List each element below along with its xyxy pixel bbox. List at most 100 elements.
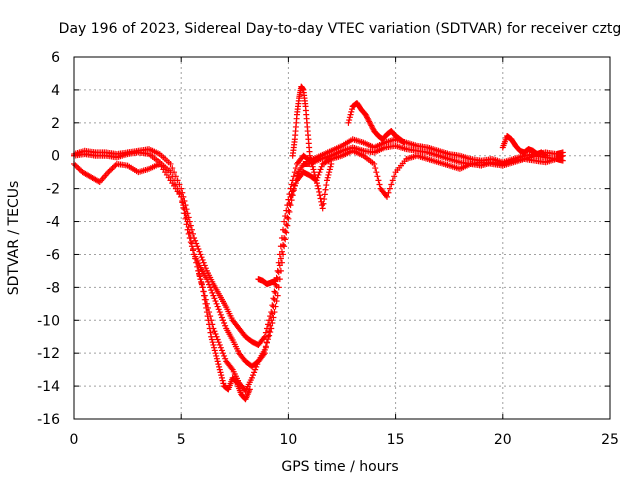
data-point [345, 119, 352, 126]
data-point [207, 284, 214, 291]
data-point [201, 262, 208, 269]
data-point [384, 193, 391, 200]
data-point [313, 180, 320, 187]
y-tick-label: -10 [37, 313, 60, 329]
data-point [287, 202, 294, 209]
y-tick-label: -6 [46, 247, 60, 263]
data-point [559, 157, 566, 164]
data-point [217, 311, 224, 318]
data-point [192, 255, 199, 262]
data-point [206, 321, 213, 328]
data-point [388, 181, 395, 188]
data-point [316, 169, 323, 176]
data-point [179, 197, 186, 204]
y-ticks: -16 -14 -12 -10 -8 -6 -4 -2 0 2 4 6 [37, 50, 610, 428]
data-point [371, 160, 378, 167]
data-point [323, 177, 330, 184]
data-point [289, 188, 296, 195]
data-point [273, 282, 280, 289]
data-point [188, 240, 195, 247]
data-point [215, 339, 222, 346]
x-tick-label: 5 [177, 432, 186, 448]
data-point [308, 158, 315, 165]
data-point [75, 165, 82, 172]
data-point [320, 200, 327, 207]
grid [74, 57, 610, 419]
data-point [202, 265, 209, 272]
data-point [209, 339, 216, 346]
data-point [306, 152, 313, 159]
data-point [263, 339, 270, 346]
data-point [214, 336, 221, 343]
x-ticks: 0 5 10 15 20 25 [70, 57, 619, 448]
data-point [266, 328, 273, 335]
data-point [106, 167, 113, 174]
data-point [272, 289, 279, 296]
data-point [321, 196, 328, 203]
data-point [373, 169, 380, 176]
data-point [206, 281, 213, 288]
data-point [328, 160, 335, 167]
data-point [314, 182, 321, 189]
y-tick-label: -4 [46, 215, 60, 231]
data-point [271, 296, 278, 303]
data-point [216, 309, 223, 316]
data-point [217, 369, 224, 376]
data-point [315, 185, 322, 192]
data-point [199, 284, 206, 291]
data-point [178, 193, 185, 200]
data-point [401, 139, 408, 146]
data-point [167, 169, 174, 176]
data-point [216, 341, 223, 348]
series-track-g [499, 132, 549, 159]
data-point [215, 306, 222, 313]
data-point [312, 174, 319, 181]
data-point [220, 380, 227, 387]
data-point [307, 155, 314, 162]
x-tick-label: 15 [387, 432, 405, 448]
data-point [203, 309, 210, 316]
data-point [210, 341, 217, 348]
data-point [284, 214, 291, 221]
y-tick-label: 0 [51, 149, 60, 165]
data-point [196, 270, 203, 277]
data-point [308, 160, 315, 167]
data-point [251, 369, 258, 376]
data-point [283, 221, 290, 228]
data-point [218, 347, 225, 354]
data-point [278, 248, 285, 255]
data-point [193, 259, 200, 266]
series-track-h [255, 276, 279, 288]
data-point [281, 243, 288, 250]
data-point [391, 173, 398, 180]
data-point [273, 274, 280, 281]
data-point [217, 344, 224, 351]
data-point [73, 163, 80, 170]
data-point [108, 166, 115, 173]
data-point [196, 248, 203, 255]
data-point [206, 325, 213, 332]
data-point [287, 193, 294, 200]
data-point [208, 287, 215, 294]
data-point [216, 366, 223, 373]
data-point [542, 152, 549, 159]
data-point [347, 111, 354, 118]
data-point [323, 182, 330, 189]
data-point [282, 228, 289, 235]
data-point [182, 210, 189, 217]
data-point [260, 335, 267, 342]
data-point [228, 365, 235, 372]
series-track-f [345, 100, 408, 146]
data-point [260, 351, 267, 358]
data-point [212, 330, 219, 337]
data-point [267, 322, 274, 329]
data-point [290, 185, 297, 192]
data-point [183, 214, 190, 221]
data-point [181, 206, 188, 213]
data-point [208, 336, 215, 343]
data-point [218, 374, 225, 381]
data-point [218, 372, 225, 379]
chart-title: Day 196 of 2023, Sidereal Day-to-day VTE… [59, 21, 622, 37]
data-point [290, 173, 297, 180]
data-point [211, 347, 218, 354]
